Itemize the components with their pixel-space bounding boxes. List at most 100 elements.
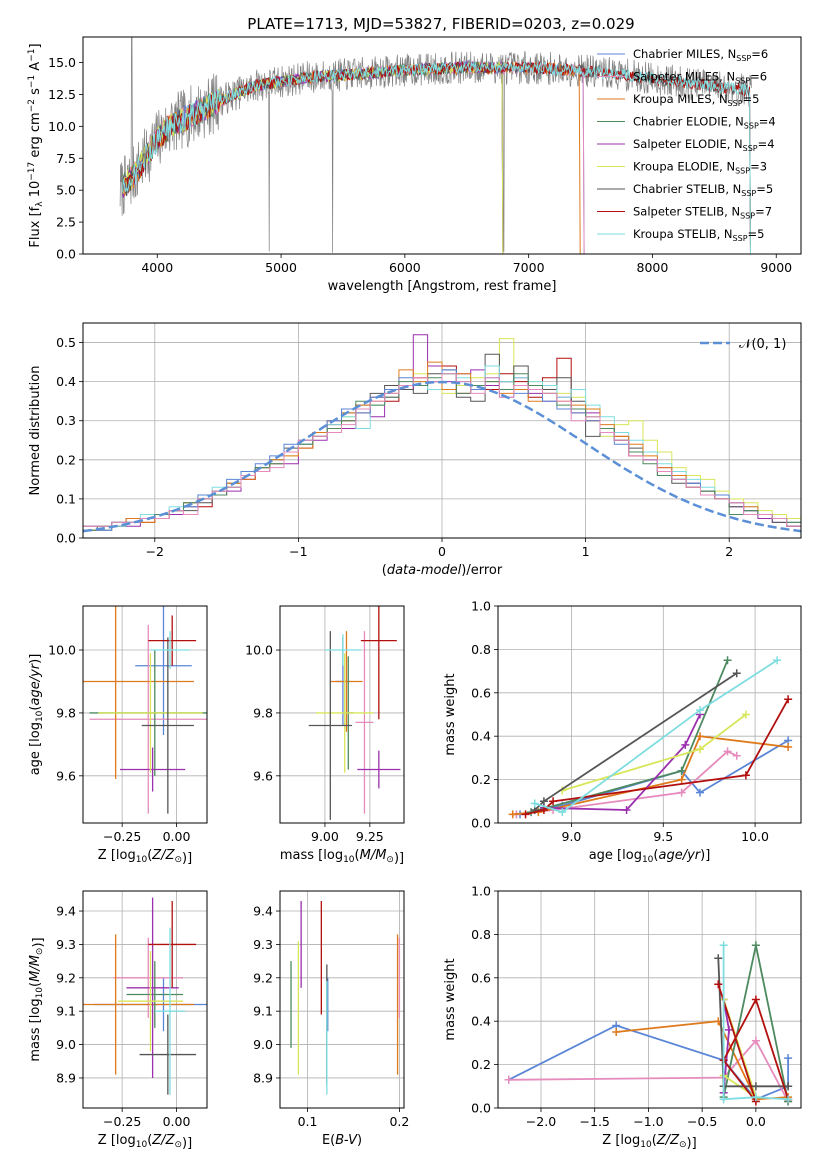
plot-area <box>498 891 801 1108</box>
axes-frame <box>497 605 802 824</box>
x-tick-label: −1.5 <box>580 1114 610 1129</box>
x-tick-label: 0.2 <box>389 1114 409 1129</box>
axis-label: age [log10(age/yr)] <box>28 654 45 776</box>
errorbar-chabrier-elodie <box>126 961 184 1028</box>
x-tick-label: 9.5 <box>653 829 673 844</box>
y-tick-label: 15.0 <box>48 55 76 70</box>
errorbar-chabrier-stelib <box>141 637 194 814</box>
axis-label: Z [log10(Z/Z⊙)] <box>602 1133 696 1151</box>
weight-marker <box>696 732 704 741</box>
legend-label-normal: 𝒩(0, 1) <box>739 337 786 352</box>
y-tick-label: 2.5 <box>56 215 76 230</box>
hist-salpeter-miles <box>83 373 801 527</box>
weight-marker <box>751 1036 760 1045</box>
axes-z_vs_age: −0.25 0.00 9.6 9.8 10.0 Z [log10(Z/Z⊙)] age [l… <box>28 605 208 866</box>
axis-label: mass [log10(M/M⊙)] <box>28 937 46 1061</box>
y-tick-label: 9.4 <box>253 904 273 919</box>
y-tick-label: 9.3 <box>253 937 273 952</box>
legend-label-chabrier-miles: Chabrier MILES, NSSP=6 <box>633 47 768 63</box>
y-tick-label: 8.9 <box>56 1070 76 1085</box>
x-tick-label: 10.0 <box>741 829 769 844</box>
axes-frame <box>279 890 405 1109</box>
normal-curve <box>83 380 801 533</box>
errorbar-chabrier-stelib <box>139 1014 197 1095</box>
x-tick-label: 0 <box>438 544 446 559</box>
weight-marker <box>784 1082 793 1091</box>
y-tick-label: 0.0 <box>471 816 491 831</box>
errorbar-kroupa-elodie <box>117 951 184 1052</box>
weight-marker <box>508 810 517 819</box>
errorbar-salpeter-elodie <box>119 747 186 792</box>
y-tick-label: 0.4 <box>56 374 76 389</box>
axes-frame <box>82 605 208 824</box>
weight-marker <box>732 751 741 760</box>
weight-marker <box>539 797 548 806</box>
weight-line-salpeter-elodie <box>543 714 701 811</box>
weights-kroupa-stelib <box>719 941 793 1104</box>
y-tick-label: 8.9 <box>253 1070 273 1085</box>
y-tick-label: 0.5 <box>56 335 76 350</box>
x-tick-label: −0.5 <box>687 1114 717 1129</box>
axis-label: Normed distribution <box>28 366 43 496</box>
axis-label: Z [log10(Z/Z⊙)] <box>98 848 192 866</box>
y-tick-label: 9.1 <box>56 1004 76 1019</box>
y-tick-label: 9.8 <box>56 705 76 720</box>
y-tick-label: 10.0 <box>48 119 76 134</box>
weights-kroupa-elodie <box>558 710 750 795</box>
errorbar-kroupa-miles <box>330 631 363 732</box>
plot-area <box>83 891 207 1108</box>
errorbar-chabrier-stelib <box>308 631 352 820</box>
x-tick-label: 9.25 <box>356 829 384 844</box>
axes-mass_vs_age: 9.00 9.25 9.6 9.8 10.0 mass [log10(M/M⊙)] <box>245 605 405 866</box>
axis-label: mass [log10(M/M⊙)] <box>280 848 404 866</box>
weight-marker <box>741 771 750 780</box>
x-tick-label: −0.25 <box>103 829 141 844</box>
weight-marker <box>732 669 741 678</box>
plot-area <box>280 606 404 823</box>
legend-label-salpeter-elodie: Salpeter ELODIE, NSSP=4 <box>633 137 775 153</box>
weight-marker <box>714 980 723 989</box>
weight-marker <box>696 706 704 715</box>
axis-label: (data-model)/error <box>382 563 503 578</box>
plot-content <box>504 941 793 1106</box>
weights-kroupa-stelib <box>530 656 782 817</box>
weights-salpeter-stelib <box>521 695 793 819</box>
errorbar-kroupa-stelib <box>150 631 190 669</box>
axis-label: Flux [fλ 10−17 erg cm−2 s−1 A−1] <box>27 43 45 247</box>
plot-content <box>308 606 401 820</box>
y-tick-label: 0.2 <box>56 452 76 467</box>
weight-marker <box>784 743 793 752</box>
y-tick-label: 7.5 <box>56 151 76 166</box>
weight-marker <box>696 788 704 797</box>
plot-content <box>83 334 801 533</box>
y-tick-label: 0.4 <box>471 1014 491 1029</box>
weight-line-kroupa-stelib <box>722 945 789 1101</box>
errorbar-kroupa-stelib <box>154 927 186 1095</box>
axes-z_vs_mass: −0.25 0.00 8.9 9.0 9.1 9.2 9.3 9.4 Z [log10(Z/Z⊙… <box>28 890 208 1151</box>
weight-marker <box>521 810 530 819</box>
weight-marker <box>784 1054 793 1063</box>
plot-content <box>83 606 207 814</box>
y-tick-label: 0.2 <box>471 1057 491 1072</box>
weight-marker <box>741 710 750 719</box>
axis-label: Z [log10(Z/Z⊙)] <box>98 1133 192 1151</box>
y-tick-label: 9.6 <box>253 768 273 783</box>
weight-marker <box>677 788 686 797</box>
legend-label-kroupa-miles: Kroupa MILES, NSSP=5 <box>633 92 759 108</box>
axis-label: wavelength [Angstrom, rest frame] <box>328 279 557 294</box>
axes-frame <box>82 36 802 255</box>
errorbar-kroupa-stelib <box>324 634 361 666</box>
y-tick-label: 0.3 <box>56 413 76 428</box>
x-tick-label: −2 <box>146 544 164 559</box>
plot-area <box>83 606 207 823</box>
x-tick-label: 0.00 <box>163 829 191 844</box>
weight-marker <box>539 805 548 814</box>
weight-marker <box>681 740 690 749</box>
x-tick-label: 0.00 <box>163 1114 191 1129</box>
x-tick-label: −1.0 <box>633 1114 663 1129</box>
legend-label-kroupa-elodie: Kroupa ELODIE, NSSP=3 <box>633 160 767 176</box>
x-tick-label: 0.0 <box>746 1114 766 1129</box>
axes-frame <box>497 890 802 1109</box>
x-tick-label: −0.25 <box>103 1114 141 1129</box>
